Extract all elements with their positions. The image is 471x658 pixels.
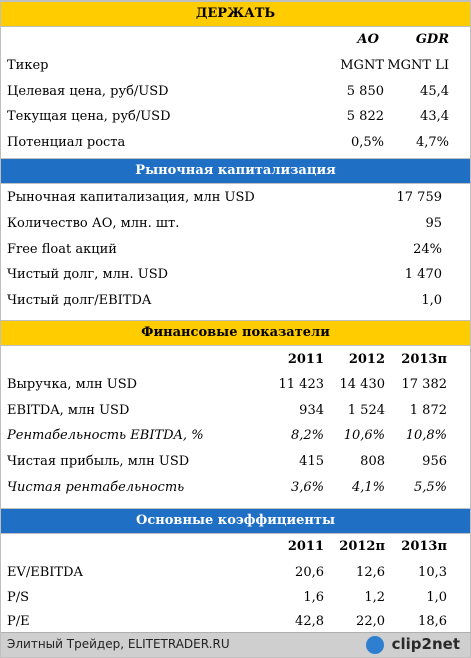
column-header: 2013п — [401, 539, 447, 554]
column-header: GDR — [415, 32, 449, 47]
column-header: 2011 — [287, 539, 324, 554]
value: 14 430 — [339, 377, 386, 392]
section-title: ДЕРЖАТЬ — [1, 1, 470, 27]
value: 18,6 — [418, 614, 447, 629]
row-label: Целевая цена, руб/USD — [7, 83, 169, 99]
footer-source: Элитный Трейдер, ELITETRADER.RU — [7, 637, 230, 651]
value: 20,6 — [295, 565, 324, 580]
footer-logo: clip2net — [391, 635, 460, 653]
row-label: Рентабельность EBITDA, % — [7, 428, 204, 444]
section-title: Рыночная капитализация — [1, 158, 470, 184]
row-label: Тикер — [7, 58, 49, 73]
value: 1,0 — [421, 293, 442, 309]
column-header: 2013п — [401, 352, 447, 367]
value: 4,7% — [415, 134, 449, 150]
value: 95 — [425, 215, 442, 231]
row-label: P/E — [7, 614, 30, 629]
value: 42,8 — [295, 614, 324, 629]
row-label: Чистый долг, млн. USD — [7, 267, 169, 283]
value: MGNT — [340, 58, 384, 73]
value: 17 382 — [401, 377, 448, 392]
column-header: 2011 — [287, 352, 324, 367]
value: 10,3 — [418, 565, 447, 580]
value: 17 759 — [396, 190, 443, 205]
value: MGNT LI — [387, 58, 449, 73]
value: 934 — [299, 402, 324, 418]
value: 4,1% — [351, 479, 385, 495]
value: 24% — [413, 241, 442, 257]
value: 10,6% — [343, 428, 385, 444]
value: 1 524 — [347, 402, 385, 418]
value: 3,6% — [290, 479, 324, 495]
row-label: Потенциал роста — [7, 134, 126, 150]
row-label: P/S — [7, 589, 30, 605]
value: 11 423 — [278, 377, 325, 392]
value: 10,8% — [405, 428, 447, 444]
value: 0,5% — [350, 134, 384, 150]
row-label: Чистая рентабельность — [7, 479, 185, 495]
value: 45,4 — [420, 83, 449, 99]
column-header: 2012п — [339, 539, 385, 554]
value: 1,2 — [364, 589, 385, 605]
logo-icon — [366, 636, 384, 654]
footer: Элитный Трейдер, ELITETRADER.RU clip2net — [1, 632, 470, 657]
value: 12,6 — [356, 565, 385, 580]
column-header: АО — [357, 32, 379, 47]
row-label: Чистая прибыль, млн USD — [7, 454, 190, 470]
row-label: Количество АО, млн. шт. — [7, 215, 180, 231]
section-title: Финансовые показатели — [1, 320, 470, 346]
value: 415 — [299, 454, 324, 470]
row-label: Free float акций — [7, 241, 117, 257]
value: 5 850 — [346, 83, 384, 99]
value: 22,0 — [356, 614, 385, 629]
row-label: Рыночная капитализация, млн USD — [7, 190, 255, 205]
value: 43,4 — [420, 109, 449, 124]
value: 808 — [360, 454, 385, 470]
value: 1 470 — [404, 267, 442, 283]
section-title: Основные коэффициенты — [1, 508, 470, 534]
row-label: Выручка, млн USD — [7, 377, 138, 392]
value: 8,2% — [290, 428, 324, 444]
row-label: EBITDA, млн USD — [7, 402, 130, 418]
column-header: 2012 — [348, 352, 385, 367]
value: 5,5% — [413, 479, 447, 495]
row-label: Чистый долг/EBITDA — [7, 293, 152, 309]
value: 1,6 — [303, 589, 324, 605]
value: 5 822 — [346, 109, 384, 124]
value: 956 — [422, 454, 447, 470]
value: 1 872 — [409, 402, 447, 418]
value: 1,0 — [426, 589, 447, 605]
row-label: Текущая цена, руб/USD — [7, 109, 171, 124]
row-label: EV/EBITDA — [7, 565, 83, 580]
